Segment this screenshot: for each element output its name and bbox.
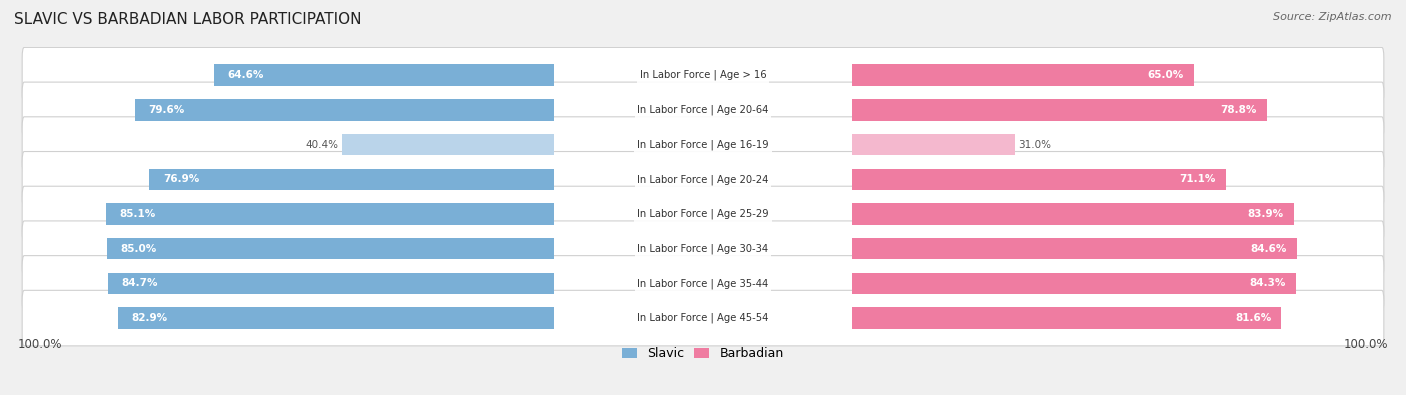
Text: 40.4%: 40.4% — [305, 139, 339, 150]
Text: In Labor Force | Age 30-34: In Labor Force | Age 30-34 — [637, 243, 769, 254]
Text: 64.6%: 64.6% — [228, 70, 264, 80]
FancyBboxPatch shape — [22, 117, 1384, 172]
Text: 84.6%: 84.6% — [1251, 244, 1286, 254]
Text: In Labor Force | Age 35-44: In Labor Force | Age 35-44 — [637, 278, 769, 289]
Bar — [852, 307, 1281, 329]
Text: 100.0%: 100.0% — [17, 338, 62, 351]
Bar — [149, 169, 554, 190]
FancyBboxPatch shape — [22, 186, 1384, 242]
Bar — [118, 307, 554, 329]
Bar — [852, 134, 1015, 155]
Bar — [342, 134, 554, 155]
Bar — [852, 99, 1267, 120]
Text: In Labor Force | Age 20-64: In Labor Force | Age 20-64 — [637, 105, 769, 115]
FancyBboxPatch shape — [22, 221, 1384, 276]
FancyBboxPatch shape — [22, 152, 1384, 207]
Text: 100.0%: 100.0% — [1344, 338, 1389, 351]
Text: SLAVIC VS BARBADIAN LABOR PARTICIPATION: SLAVIC VS BARBADIAN LABOR PARTICIPATION — [14, 12, 361, 27]
FancyBboxPatch shape — [22, 256, 1384, 311]
Bar — [107, 238, 554, 260]
FancyBboxPatch shape — [22, 82, 1384, 137]
Bar — [852, 273, 1296, 294]
Legend: Slavic, Barbadian: Slavic, Barbadian — [617, 342, 789, 365]
FancyBboxPatch shape — [22, 47, 1384, 103]
Text: 65.0%: 65.0% — [1147, 70, 1184, 80]
Text: 84.7%: 84.7% — [122, 278, 159, 288]
Bar — [852, 238, 1298, 260]
Text: In Labor Force | Age 20-24: In Labor Force | Age 20-24 — [637, 174, 769, 184]
Text: 78.8%: 78.8% — [1220, 105, 1257, 115]
Bar — [852, 203, 1294, 225]
Text: 71.1%: 71.1% — [1180, 174, 1216, 184]
Bar — [852, 64, 1194, 86]
Text: 82.9%: 82.9% — [131, 313, 167, 323]
FancyBboxPatch shape — [22, 290, 1384, 346]
Bar — [852, 169, 1226, 190]
Text: In Labor Force | Age > 16: In Labor Force | Age > 16 — [640, 70, 766, 81]
Text: In Labor Force | Age 25-29: In Labor Force | Age 25-29 — [637, 209, 769, 219]
Bar — [105, 203, 554, 225]
Text: 31.0%: 31.0% — [1018, 139, 1052, 150]
Bar — [214, 64, 554, 86]
Text: 79.6%: 79.6% — [149, 105, 184, 115]
Text: 76.9%: 76.9% — [163, 174, 200, 184]
Text: In Labor Force | Age 16-19: In Labor Force | Age 16-19 — [637, 139, 769, 150]
Text: 81.6%: 81.6% — [1234, 313, 1271, 323]
Text: Source: ZipAtlas.com: Source: ZipAtlas.com — [1274, 12, 1392, 22]
Text: 85.1%: 85.1% — [120, 209, 156, 219]
Text: 85.0%: 85.0% — [120, 244, 156, 254]
Bar — [135, 99, 554, 120]
Text: 83.9%: 83.9% — [1247, 209, 1284, 219]
Text: In Labor Force | Age 45-54: In Labor Force | Age 45-54 — [637, 313, 769, 324]
Text: 84.3%: 84.3% — [1249, 278, 1285, 288]
Bar — [108, 273, 554, 294]
